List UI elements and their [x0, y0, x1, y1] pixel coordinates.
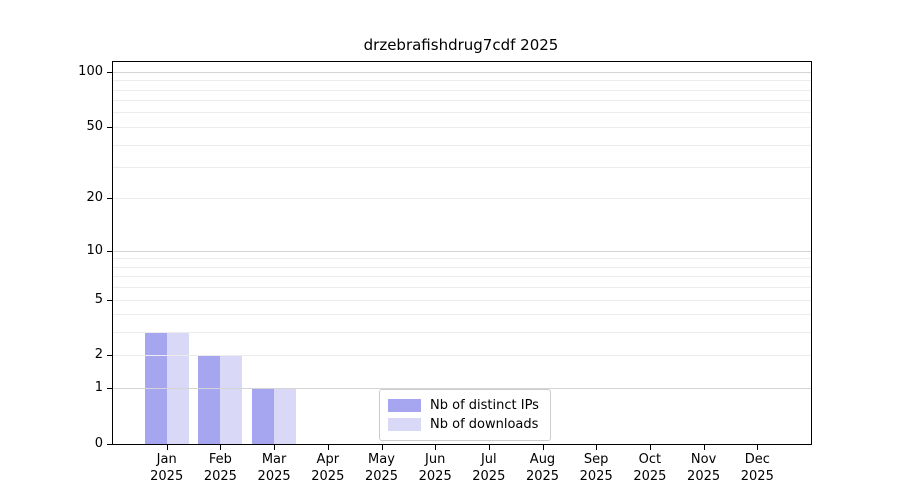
legend-label-distinct-ips: Nb of distinct IPs [430, 398, 539, 413]
x-tick-label: Aug 2025 [516, 451, 570, 485]
y-tick-label: 5 [94, 291, 103, 307]
y-tick-label: 20 [86, 190, 103, 206]
x-tick-label: Mar 2025 [247, 451, 301, 485]
minor-gridline [113, 287, 811, 289]
legend: Nb of distinct IPs Nb of downloads [379, 389, 551, 441]
major-gridline [113, 388, 811, 390]
bar [198, 355, 221, 444]
x-tick-year: 2025 [311, 469, 345, 484]
y-tick-label: 1 [94, 380, 103, 396]
x-tick-year: 2025 [740, 469, 774, 484]
x-tick-mark [542, 445, 544, 450]
y-tick-mark [107, 126, 112, 128]
x-tick-label: Jan 2025 [140, 451, 194, 485]
major-gridline [113, 250, 811, 252]
y-tick-mark [107, 388, 112, 390]
minor-gridline [113, 355, 811, 357]
x-tick-label: Apr 2025 [301, 451, 355, 485]
y-tick-label: 100 [78, 63, 103, 79]
bar [144, 332, 167, 444]
x-tick-label: Oct 2025 [623, 451, 677, 485]
x-tick-month: Dec [744, 452, 770, 467]
x-tick-month: Jan [156, 452, 177, 467]
legend-label-downloads: Nb of downloads [430, 417, 539, 432]
x-tick-year: 2025 [364, 469, 399, 484]
minor-gridline [113, 100, 811, 102]
x-tick-year: 2025 [257, 469, 291, 484]
minor-gridline [113, 258, 811, 260]
bar [274, 388, 297, 444]
x-tick-mark [381, 445, 383, 450]
bar [220, 355, 243, 444]
y-tick-label: 10 [86, 242, 103, 258]
x-tick-mark [220, 445, 222, 450]
x-tick-year: 2025 [203, 469, 237, 484]
x-tick-label: Feb 2025 [193, 451, 247, 485]
x-tick-label: Jun 2025 [408, 451, 462, 485]
y-tick-mark [107, 250, 112, 252]
chart-title: drzebrafishdrug7cdf 2025 [363, 36, 559, 54]
x-tick-month: Nov [690, 452, 717, 467]
minor-gridline [113, 167, 811, 168]
bar [252, 388, 275, 444]
x-tick-mark [757, 445, 759, 450]
y-tick-mark [107, 355, 112, 357]
y-tick-label: 2 [94, 347, 103, 363]
x-tick-mark [596, 445, 598, 450]
x-tick-year: 2025 [150, 469, 184, 484]
minor-gridline [113, 299, 811, 301]
x-tick-mark [166, 445, 168, 450]
minor-gridline [113, 276, 811, 278]
x-tick-year: 2025 [579, 469, 613, 484]
major-gridline [113, 71, 811, 73]
x-tick-mark [488, 445, 490, 450]
legend-entry-distinct-ips: Nb of distinct IPs [388, 396, 542, 415]
x-tick-year: 2025 [633, 469, 667, 484]
x-tick-mark [274, 445, 276, 450]
x-tick-year: 2025 [687, 469, 721, 484]
minor-gridline [113, 198, 811, 200]
x-tick-month: Jun [425, 452, 446, 467]
x-tick-year: 2025 [472, 469, 506, 484]
y-tick-mark [107, 198, 112, 200]
y-tick-mark [107, 444, 112, 445]
y-tick-label: 0 [94, 436, 103, 451]
minor-gridline [113, 314, 811, 316]
minor-gridline [113, 332, 811, 334]
minor-gridline [113, 112, 811, 114]
x-tick-year: 2025 [525, 469, 560, 484]
y-tick-mark [107, 299, 112, 301]
legend-entry-downloads: Nb of downloads [388, 415, 542, 434]
x-tick-label: Sep 2025 [569, 451, 623, 485]
x-tick-month: May [368, 452, 395, 467]
x-tick-month: Aug [529, 452, 556, 467]
legend-swatch-downloads [388, 418, 421, 431]
x-tick-year: 2025 [418, 469, 452, 484]
x-tick-mark [327, 445, 329, 450]
x-tick-label: Dec 2025 [730, 451, 784, 485]
x-tick-label: Jul 2025 [462, 451, 516, 485]
x-tick-month: Feb [208, 452, 232, 467]
plot-area: Dec 2025 Nov 2025 Oct 2025 Sep 2025 Aug 2025 Jul 20… [78, 61, 812, 484]
x-tick-mark [649, 445, 651, 450]
x-tick-mark [435, 445, 437, 450]
y-tick-mark [107, 71, 112, 73]
x-tick-month: Apr [316, 452, 340, 467]
minor-gridline [113, 126, 811, 128]
legend-swatch-distinct-ips [388, 399, 421, 412]
x-tick-label: May 2025 [355, 451, 409, 485]
minor-gridline [113, 266, 811, 268]
x-tick-month: Sep [583, 452, 609, 467]
x-tick-mark [703, 445, 705, 450]
minor-gridline [113, 89, 811, 91]
minor-gridline [113, 80, 811, 82]
y-tick-label: 50 [86, 118, 103, 134]
x-tick-label: Nov 2025 [677, 451, 731, 485]
bar [166, 332, 189, 444]
minor-gridline [113, 144, 811, 146]
x-tick-month: Oct [638, 452, 662, 467]
x-tick-month: Jul [480, 452, 497, 467]
x-tick-month: Mar [261, 452, 287, 467]
